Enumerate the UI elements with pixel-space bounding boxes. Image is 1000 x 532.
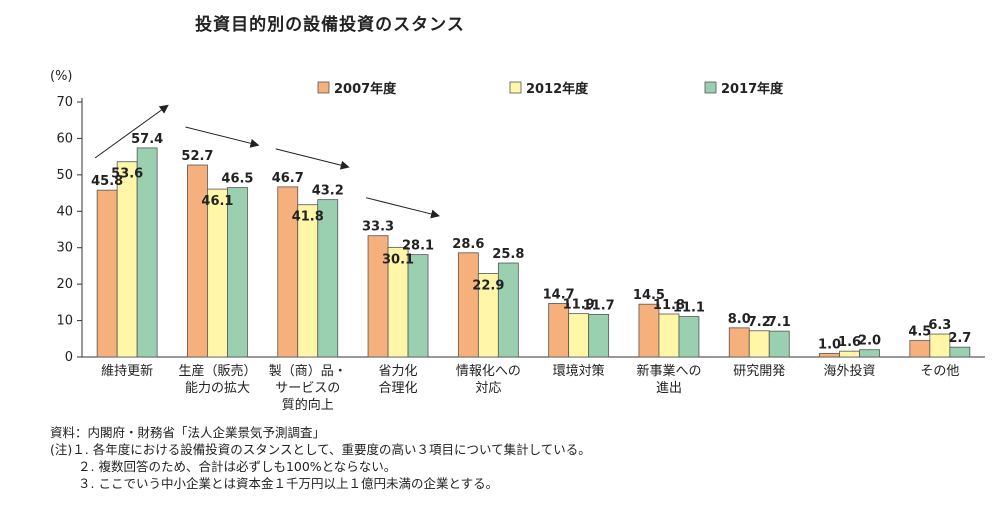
data-label: 14.5 (633, 288, 665, 303)
data-label: 46.5 (221, 172, 253, 187)
x-category-label: 海外投資 (824, 363, 876, 379)
x-category-label: 製（商）品・ (269, 364, 347, 379)
legend-label: 2017年度 (721, 81, 784, 97)
x-category-label: 情報化への (456, 364, 521, 379)
data-label: 52.7 (181, 149, 213, 164)
bar (136, 147, 158, 358)
x-category-label: 対応 (475, 381, 501, 396)
bar (819, 352, 840, 358)
data-label: 53.6 (111, 167, 143, 182)
bar (568, 313, 590, 358)
legend-swatch (317, 81, 330, 94)
data-label: 30.1 (382, 252, 414, 267)
y-tick-label: 70 (56, 95, 73, 110)
footnote-1: (注)１. 各年度における設備投資のスタンスとして、重要度の高い３項目について集… (50, 442, 591, 457)
bar (116, 161, 138, 358)
data-label: 6.3 (928, 318, 951, 333)
y-tick-label: 10 (56, 314, 73, 329)
data-label: 28.1 (402, 239, 434, 254)
data-label: 8.0 (728, 312, 751, 327)
data-label: 4.5 (908, 325, 931, 340)
legend-label: 2012年度 (526, 81, 589, 97)
x-category-label: その他 (920, 364, 959, 379)
bar (497, 262, 519, 358)
bar (658, 313, 680, 358)
data-label: 7.1 (768, 315, 791, 330)
data-label: 41.8 (292, 210, 324, 225)
x-category-label: 環境対策 (553, 363, 605, 379)
bar (457, 252, 479, 358)
x-category-label: 合理化 (379, 381, 418, 396)
chart-title: 投資目的別の設備投資のスタンス (195, 15, 465, 35)
trend-arrow (275, 148, 350, 170)
x-category-label: 維持更新 (101, 363, 153, 379)
y-axis-unit-label: (%) (50, 69, 73, 84)
x-category-label: 生産（販売） (178, 363, 256, 379)
trend-arrow (365, 197, 440, 219)
x-category-label: 能力の拡大 (185, 381, 250, 396)
data-label: 1.6 (838, 335, 861, 350)
y-tick-label: 30 (56, 241, 73, 256)
data-label: 22.9 (472, 279, 504, 294)
y-tick-label: 0 (65, 350, 73, 365)
bar (588, 313, 610, 358)
y-tick-label: 40 (56, 204, 73, 219)
bar (317, 199, 339, 358)
source-note: 資料：内閣府・財務省「法人企業景気予測調査」 (50, 425, 326, 440)
x-category-label: 省力化 (379, 364, 418, 379)
bar (297, 204, 319, 358)
data-label: 1.0 (818, 337, 841, 352)
data-label: 14.7 (543, 287, 575, 302)
bar (207, 188, 228, 358)
data-label: 46.7 (272, 171, 304, 186)
bar (768, 330, 790, 358)
data-label: 46.1 (201, 194, 233, 209)
data-label: 25.8 (492, 247, 524, 262)
bar (96, 189, 118, 358)
x-category-label: 新事業への (636, 363, 701, 379)
bar (227, 187, 248, 358)
legend-label: 2007年度 (334, 81, 397, 97)
bar (909, 340, 931, 358)
x-category-label: 研究開発 (733, 364, 785, 379)
bar (748, 330, 770, 358)
bar (839, 350, 860, 358)
data-label: 11.1 (673, 301, 705, 316)
data-label: 43.2 (312, 184, 344, 199)
y-tick-label: 20 (56, 277, 73, 292)
bar (407, 254, 429, 358)
data-label: 33.3 (362, 220, 394, 235)
legend-swatch (704, 81, 717, 94)
legend-swatch (509, 81, 522, 94)
bar (949, 346, 971, 358)
data-label: 28.6 (452, 237, 484, 252)
data-label: 2.0 (858, 334, 881, 349)
x-category-label: 進出 (656, 381, 682, 396)
trend-arrow (185, 126, 260, 148)
bar (678, 316, 700, 358)
bar-chart: 0 10 20 30 40 50 60 70 (%) 45.8 52.7 46.7 33.3 28.6 1… (50, 69, 985, 413)
bar (929, 333, 951, 358)
data-label: 11.8 (653, 298, 685, 313)
footnote-2: ２. 複数回答のため、合計は必ずしも100%とならない。 (78, 459, 397, 474)
data-label: 57.4 (131, 132, 163, 147)
y-tick-label: 60 (56, 131, 73, 146)
bar (728, 327, 750, 358)
notes-block: 資料：内閣府・財務省「法人企業景気予測調査」 (注)１. 各年度における設備投資… (50, 424, 591, 492)
data-label: 11.9 (563, 298, 595, 313)
bar (859, 349, 880, 358)
data-label: 7.2 (748, 315, 771, 330)
x-category-label: 質的向上 (282, 397, 334, 413)
trend-arrow (94, 104, 169, 159)
x-category-label: サービスの (275, 381, 340, 396)
y-tick-label: 50 (56, 168, 73, 183)
data-label: 11.7 (583, 298, 615, 313)
data-label: 2.7 (948, 331, 971, 346)
footnote-3: ３. ここでいう中小企業とは資本金１千万円以上１億円未満の企業とする。 (78, 476, 499, 491)
data-label: 45.8 (91, 174, 123, 189)
